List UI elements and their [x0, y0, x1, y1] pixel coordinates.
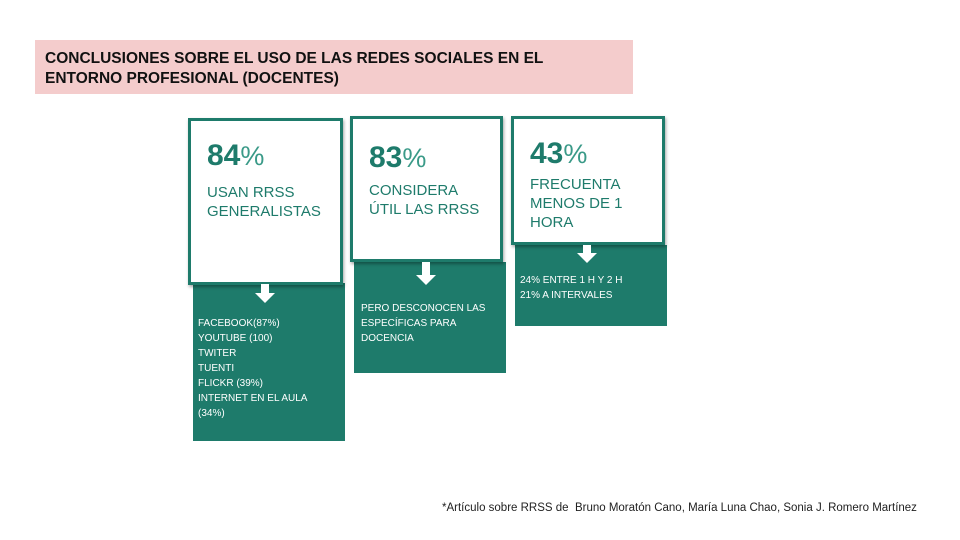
percent-value: 84: [207, 139, 241, 172]
title-box: CONCLUSIONES SOBRE EL USO DE LAS REDES S…: [35, 40, 633, 94]
percent-unit: %: [402, 143, 427, 173]
percent-value: 83: [369, 141, 403, 174]
footnote: *Artículo sobre RRSS de Bruno Moratón Ca…: [442, 502, 917, 514]
detail: TWITER: [198, 348, 237, 359]
detail: 21% A INTERVALES: [520, 290, 613, 301]
title: CONCLUSIONES SOBRE EL USO DE LAS REDES S…: [45, 50, 544, 87]
detail: 24% ENTRE 1 H Y 2 H: [520, 275, 623, 286]
detail: INTERNET EN EL AULA (34%): [198, 393, 307, 419]
card-label: USAN RRSS GENERALISTAS: [207, 184, 321, 220]
detail: TUENTI: [198, 363, 235, 374]
detail: YOUTUBE (100): [198, 333, 273, 344]
card-label: FRECUENTA MENOS DE 1 HORA: [530, 176, 623, 231]
percent-unit: %: [563, 139, 588, 169]
detail: FACEBOOK(87%): [198, 318, 280, 329]
arrow: [416, 262, 436, 285]
arrow: [577, 245, 597, 263]
card: 43% FRECUENTA MENOS DE 1 HORA: [511, 116, 665, 245]
detail: FLICKR (39%): [198, 378, 264, 389]
arrow: [255, 284, 275, 303]
detail-panel: FACEBOOK(87%) YOUTUBE (100) TWITER TUENT…: [193, 283, 345, 441]
card: 84% USAN RRSS GENERALISTAS: [188, 118, 343, 285]
card-label: CONSIDERA ÚTIL LAS RRSS: [369, 182, 480, 218]
card: 83% CONSIDERA ÚTIL LAS RRSS: [350, 116, 503, 262]
detail: PERO DESCONOCEN LAS ESPECÍFICAS PARA DOC…: [361, 303, 486, 344]
percent-value: 43: [530, 137, 564, 170]
percent-unit: %: [240, 141, 265, 171]
